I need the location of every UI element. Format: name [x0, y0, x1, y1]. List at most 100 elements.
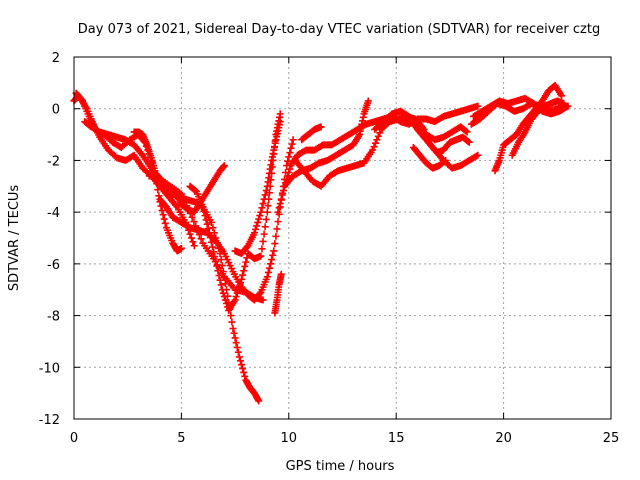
data-points: [70, 81, 572, 405]
data-point: [474, 151, 482, 159]
data-point: [236, 279, 244, 287]
data-point: [259, 296, 267, 304]
data-point: [263, 208, 271, 216]
data-point: [177, 190, 185, 198]
data-point: [258, 204, 266, 212]
data-point: [376, 129, 384, 137]
data-point: [261, 191, 269, 199]
data-point: [239, 365, 247, 373]
data-point: [161, 219, 169, 227]
data-point: [187, 234, 195, 242]
data-point: [276, 110, 284, 118]
series-arc-3: [81, 118, 263, 405]
data-point: [472, 152, 480, 160]
data-point: [317, 123, 325, 131]
x-axis-label: GPS time / hours: [286, 459, 395, 474]
data-point: [253, 222, 261, 230]
y-tick-label: -12: [39, 413, 60, 428]
data-point: [474, 102, 482, 110]
data-point: [200, 207, 208, 215]
data-point: [240, 267, 248, 275]
data-point: [209, 243, 217, 251]
data-point: [374, 132, 382, 140]
data-point: [279, 187, 287, 195]
data-point: [274, 218, 282, 226]
x-tick-label: 5: [177, 431, 185, 446]
data-point: [231, 296, 239, 304]
data-point: [263, 273, 271, 281]
data-point: [240, 368, 248, 376]
data-point: [259, 200, 267, 208]
data-point: [230, 329, 238, 337]
series-arc-9: [271, 270, 285, 317]
data-point: [228, 318, 236, 326]
data-point: [159, 211, 167, 219]
data-point: [285, 168, 293, 176]
data-point: [264, 202, 272, 210]
data-point: [268, 256, 276, 264]
series-arc-2: [72, 89, 198, 250]
y-tick-label: 0: [52, 103, 60, 118]
data-point: [236, 357, 244, 365]
data-point: [233, 289, 241, 297]
data-point: [238, 361, 246, 369]
y-tick-label: 2: [52, 51, 60, 66]
data-point: [264, 268, 272, 276]
data-point: [214, 267, 222, 275]
data-point: [287, 144, 295, 152]
data-point: [202, 216, 210, 224]
data-point: [204, 225, 212, 233]
y-axis-label: SDTVAR / TECUs: [7, 185, 22, 292]
data-point: [220, 293, 228, 301]
data-point: [252, 225, 260, 233]
data-point: [212, 257, 220, 265]
data-point: [188, 213, 196, 221]
data-point: [267, 260, 275, 268]
data-point: [181, 198, 189, 206]
series-arc-16: [414, 125, 473, 157]
data-point: [238, 275, 246, 283]
data-point: [288, 140, 296, 148]
data-point: [242, 258, 250, 266]
data-point: [234, 348, 242, 356]
data-point: [262, 187, 270, 195]
data-point: [177, 244, 185, 252]
data-point: [235, 353, 243, 361]
data-point: [239, 271, 247, 279]
series-arc-21: [470, 94, 572, 120]
data-point: [276, 200, 284, 208]
data-point: [221, 296, 229, 304]
data-point: [232, 339, 240, 347]
data-point: [276, 118, 284, 126]
data-point: [203, 220, 211, 228]
chart-title: Day 073 of 2021, Sidereal Day-to-day VTE…: [78, 22, 600, 37]
data-point: [262, 215, 270, 223]
data-point: [235, 282, 243, 290]
axis-ticks: 0 5 10 15 20 25 -12 -10 -8 -6 -4 -2 0 2: [39, 51, 620, 446]
data-point: [201, 212, 209, 220]
data-point: [277, 195, 285, 203]
x-tick-label: 25: [603, 431, 620, 446]
data-point: [260, 230, 268, 238]
data-point: [160, 215, 168, 223]
data-point: [155, 192, 163, 200]
data-point: [260, 195, 268, 203]
data-point: [286, 165, 294, 173]
data-point: [255, 215, 263, 223]
data-point: [272, 232, 280, 240]
data-point: [464, 137, 472, 145]
data-point: [285, 153, 293, 161]
data-point: [270, 247, 278, 255]
data-point: [564, 102, 572, 110]
data-point: [197, 235, 205, 243]
data-point: [186, 209, 194, 217]
series-arc-19: [491, 81, 566, 175]
data-point: [258, 245, 266, 253]
x-tick-label: 20: [495, 431, 512, 446]
data-point: [210, 248, 218, 256]
data-point: [211, 253, 219, 261]
data-point: [277, 270, 285, 278]
y-tick-label: -8: [47, 310, 60, 325]
data-point: [265, 264, 273, 272]
data-point: [179, 194, 187, 202]
